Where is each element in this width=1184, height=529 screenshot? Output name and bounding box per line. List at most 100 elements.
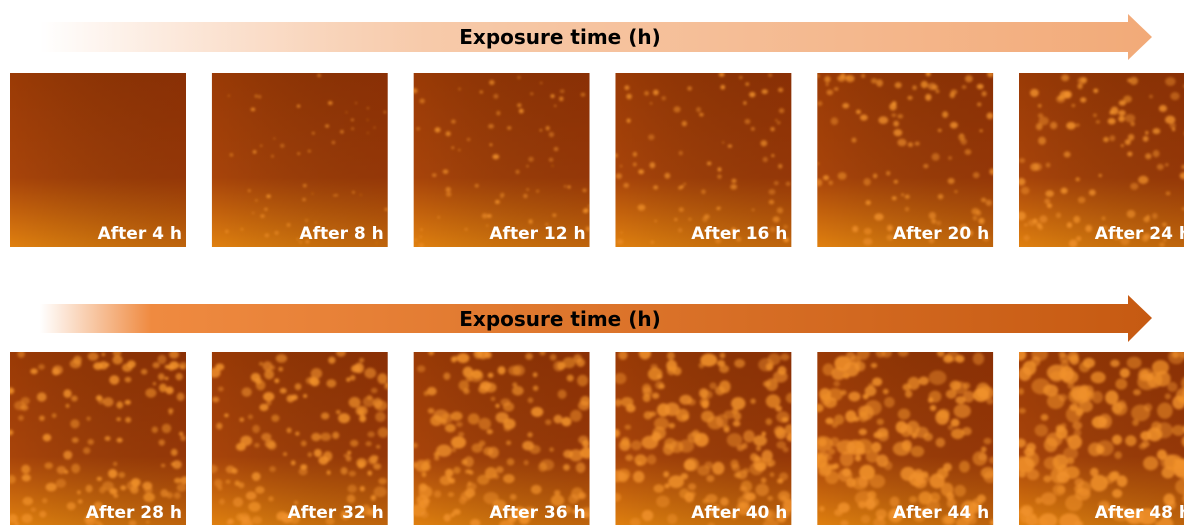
grain (909, 496, 917, 503)
grain (897, 139, 906, 146)
grain (432, 173, 436, 177)
grain (1110, 135, 1116, 141)
grain (743, 468, 750, 474)
grain (1090, 475, 1108, 492)
grain (687, 86, 692, 90)
grain (1059, 355, 1069, 363)
grain (424, 391, 429, 396)
grain (1093, 113, 1097, 117)
grain (989, 457, 997, 464)
grain (144, 487, 153, 494)
grain (743, 430, 754, 443)
grain (786, 182, 791, 186)
panel-label: After 32 h (288, 503, 384, 523)
grain (491, 397, 496, 401)
grain (276, 511, 287, 520)
grain (276, 354, 287, 363)
grain (923, 164, 928, 168)
grain (823, 397, 836, 408)
grain (948, 425, 954, 431)
grain (103, 397, 114, 406)
grain (443, 169, 449, 174)
grain (265, 233, 269, 237)
grain (157, 355, 166, 364)
grain (712, 462, 724, 475)
grain (858, 411, 868, 422)
grain (1153, 150, 1160, 157)
grain (367, 470, 372, 475)
grain (428, 350, 434, 356)
grain (905, 195, 910, 199)
grain (239, 418, 244, 422)
grain (255, 486, 264, 493)
grain (1157, 403, 1173, 419)
grain (1045, 190, 1054, 197)
grain (1166, 191, 1170, 195)
grain (624, 85, 629, 90)
grain (664, 173, 670, 179)
grain (350, 375, 356, 381)
grain (753, 435, 767, 446)
grain (766, 418, 773, 425)
grain (770, 472, 775, 477)
grain (176, 373, 183, 380)
grain (718, 206, 721, 209)
grain (561, 417, 571, 426)
afm-panel: After 44 h (810, 346, 997, 525)
grain (252, 212, 255, 214)
grain (130, 486, 138, 494)
grain (771, 154, 774, 157)
grain (125, 417, 131, 423)
grain (1035, 497, 1041, 504)
grain (286, 395, 294, 402)
grain (861, 74, 865, 78)
grain (528, 397, 534, 403)
grain (43, 434, 52, 441)
arrow-row-2: Exposure time (h) (40, 295, 1152, 342)
grain (352, 191, 355, 193)
panel-label: After 12 h (489, 224, 585, 244)
grain (770, 127, 774, 131)
grain (818, 465, 831, 476)
grain (230, 153, 234, 156)
grain (1078, 197, 1086, 203)
grain (291, 460, 296, 465)
grain (367, 107, 369, 109)
grain (656, 496, 670, 508)
grain (314, 449, 322, 457)
grain (576, 462, 586, 473)
grain (612, 429, 620, 438)
grain (530, 93, 533, 95)
grain (271, 155, 274, 158)
grain (1127, 78, 1131, 82)
grain (1025, 452, 1039, 467)
grain (287, 223, 291, 227)
grain (39, 415, 45, 420)
panel-label: After 16 h (691, 224, 787, 244)
grain (459, 496, 466, 504)
grain (648, 134, 654, 140)
grain (414, 239, 417, 241)
grain (563, 464, 570, 470)
grain (837, 75, 845, 81)
grain (359, 358, 364, 363)
grain (620, 231, 623, 233)
grain (930, 405, 936, 411)
grain (325, 124, 329, 127)
grain (568, 185, 571, 188)
afm-panel: After 28 h (7, 348, 190, 525)
grain (567, 375, 574, 382)
grain (341, 467, 348, 475)
grain (558, 390, 567, 399)
grain (928, 397, 933, 403)
grain (979, 129, 982, 132)
grain (831, 117, 838, 124)
grain (756, 484, 769, 496)
grain (374, 127, 376, 129)
grain (1157, 164, 1164, 170)
grain (1057, 486, 1065, 493)
grain (625, 425, 632, 430)
grain (780, 353, 789, 360)
grain (852, 226, 858, 233)
grain (168, 408, 173, 413)
